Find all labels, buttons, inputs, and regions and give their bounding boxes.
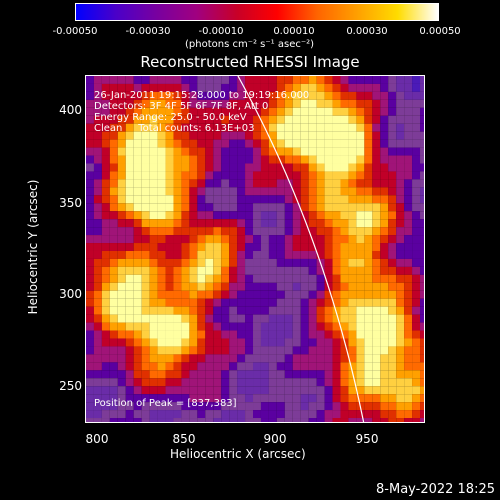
colorbar-tick: 0.00050: [419, 26, 461, 37]
image-plot[interactable]: 26-Jan-2011 19:15:28.000 to 19:19:16.000…: [85, 75, 425, 423]
colorbar-units: (photons cm⁻² s⁻¹ asec⁻²): [185, 39, 315, 50]
x-tick: 950: [355, 432, 379, 446]
y-tick: 250: [59, 379, 82, 393]
heatmap: [86, 76, 424, 422]
colorbar-tick: 0.00010: [273, 26, 315, 37]
x-axis-label: Heliocentric X (arcsec): [170, 447, 306, 461]
colorbar-tick: -0.00010: [198, 26, 244, 37]
info-energy: Energy Range: 25.0 - 50.0 keV: [94, 112, 247, 123]
x-tick: 800: [85, 432, 109, 446]
colorbar-tick: -0.00050: [52, 26, 98, 37]
x-tick: 850: [172, 432, 196, 446]
y-tick: 350: [59, 196, 82, 210]
info-time: 26-Jan-2011 19:15:28.000 to 19:19:16.000: [94, 90, 310, 101]
info-method: Clean Total counts: 6.13E+03: [94, 123, 255, 134]
timestamp: 8-May-2022 18:25: [376, 482, 495, 497]
colorbar: [75, 3, 439, 21]
x-tick: 900: [263, 432, 287, 446]
y-tick: 400: [59, 103, 82, 117]
y-axis-label: Heliocentric Y (arcsec): [26, 179, 40, 315]
limb-curve: [237, 76, 365, 422]
info-peak: Position of Peak = [837,383]: [94, 398, 237, 409]
info-detectors: Detectors: 3F 4F 5F 6F 7F 8F, Att 0: [94, 101, 269, 112]
y-tick: 300: [59, 287, 82, 301]
colorbar-tick: -0.00030: [125, 26, 171, 37]
plot-title: Reconstructed RHESSI Image: [140, 53, 360, 71]
colorbar-tick: 0.00030: [346, 26, 388, 37]
